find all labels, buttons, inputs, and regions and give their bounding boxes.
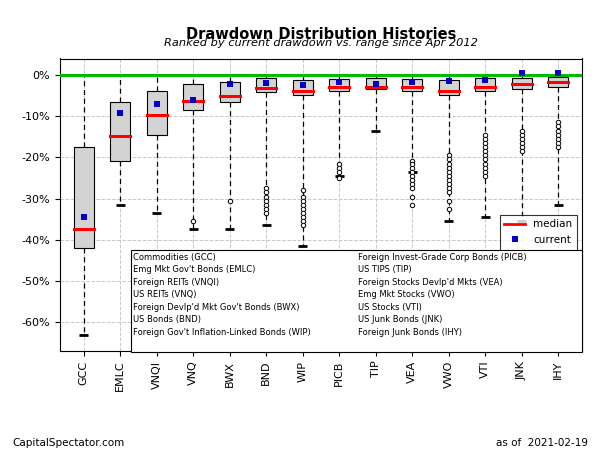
Text: Foreign Invest-Grade Corp Bonds (PICB)
US TIPS (TIP)
Foreign Stocks Devlp'd Mkts: Foreign Invest-Grade Corp Bonds (PICB) U…	[358, 253, 526, 337]
Bar	[110, 102, 130, 162]
Bar	[512, 78, 532, 89]
Legend: median, current, GMI.F: median, current, GMI.F	[500, 215, 577, 264]
Bar	[183, 84, 203, 110]
Bar	[74, 147, 94, 248]
Text: as of  2021-02-19: as of 2021-02-19	[496, 438, 588, 448]
Bar	[402, 79, 422, 90]
Bar	[329, 79, 349, 90]
FancyBboxPatch shape	[131, 250, 582, 352]
Bar	[439, 80, 459, 95]
Bar	[475, 78, 496, 90]
Bar	[256, 78, 276, 92]
Title: Drawdown Distribution Histories: Drawdown Distribution Histories	[186, 27, 456, 42]
Bar	[146, 90, 167, 135]
Text: Ranked by current drawdown vs. range since Apr 2012: Ranked by current drawdown vs. range sin…	[164, 38, 478, 48]
Text: CapitalSpectator.com: CapitalSpectator.com	[12, 438, 124, 448]
Bar	[548, 77, 568, 86]
Text: Commodities (GCC)
Emg Mkt Gov't Bonds (EMLC)
Foreign REITs (VNQI)
US REITs (VNQ): Commodities (GCC) Emg Mkt Gov't Bonds (E…	[133, 253, 311, 337]
Bar	[366, 78, 386, 89]
Bar	[220, 82, 240, 102]
Bar	[293, 80, 313, 95]
